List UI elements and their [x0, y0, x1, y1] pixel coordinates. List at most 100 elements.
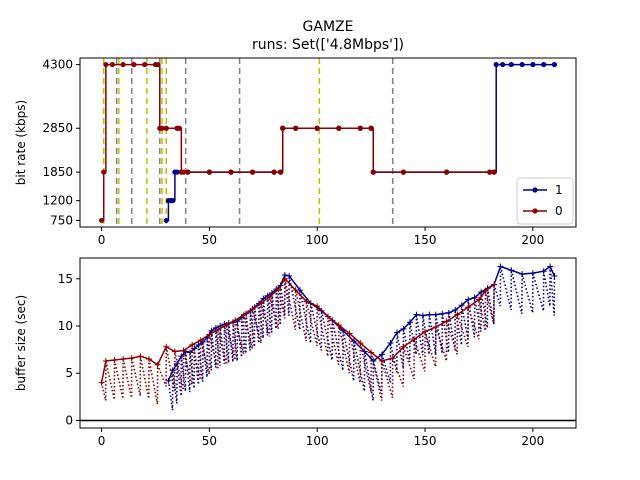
bitrate-series-0-point-16	[185, 169, 191, 175]
buffer-series-1-point-0	[165, 377, 172, 384]
buffer-series-0-point-31	[378, 357, 385, 364]
bitrate-series-0-point-19	[249, 169, 256, 175]
buffer-series-0-point-3	[120, 356, 127, 363]
buffer-series-0-point-0	[98, 379, 105, 386]
buffer-series-0-point-39	[465, 304, 472, 311]
buffer-series-0-point-11	[189, 341, 196, 348]
bitrate-series-0-point-13	[176, 125, 182, 131]
bitrate-series-0-point-5	[131, 61, 137, 68]
bitrate-series-0-point-25	[336, 125, 342, 131]
buffer-series-1-point-38	[387, 340, 394, 346]
buffer-series-0-point-29	[357, 340, 364, 346]
buffer-axes-frame	[79, 257, 577, 429]
buffer-series-1-point-59	[540, 268, 547, 275]
buffer-series-1-sawtooth	[167, 266, 556, 411]
buffer-xtick-label-3: 150	[414, 434, 437, 448]
buffer-series-1-point-48	[452, 306, 459, 313]
buffer-series-0-point-20	[266, 293, 273, 300]
buffer-ytick-label-1: 5	[65, 366, 73, 380]
bitrate-series-0-point-24	[314, 125, 320, 131]
buffer-ylabel: buffer size (sec)	[14, 295, 28, 391]
bitrate-series-0-point-21	[277, 169, 284, 175]
buffer-series-0-point-21	[275, 286, 282, 293]
bitrate-series-0-point-4	[120, 61, 126, 68]
buffer-series-1-point-40	[400, 325, 407, 332]
buffer-ytick-label-3: 15	[58, 272, 73, 286]
bitrate-axes-frame	[79, 57, 577, 228]
buffer-series-1-point-52	[478, 289, 485, 295]
buffer-panel: 0 50 100 150 200 0 5 10 15 buffer size (sec)	[14, 257, 577, 448]
buffer-series-0-point-5	[137, 353, 144, 360]
buffer-series-0-point-1	[102, 357, 109, 364]
bitrate-series-0-point-6	[142, 61, 148, 68]
bitrate-xtick-label-2: 100	[306, 233, 329, 247]
buffer-series-0-point-35	[422, 328, 429, 335]
legend-marker-0	[532, 208, 538, 214]
bitrate-xtick-label-4: 200	[521, 233, 544, 247]
bitrate-ytick-label-4: 4300	[42, 58, 73, 72]
buffer-series-0-point-41	[482, 288, 489, 295]
buffer-series-0-point-16	[232, 317, 239, 324]
bitrate-ytick-label-0: 750	[50, 213, 73, 227]
legend-label-1: 1	[555, 183, 563, 197]
buffer-series-1-point-61	[551, 272, 558, 279]
buffer-series-0-point-9	[171, 348, 178, 355]
buffer-series-0-point-15	[223, 322, 230, 329]
bitrate-series-1-point-29	[551, 61, 558, 68]
buffer-xtick-label-2: 100	[306, 434, 329, 448]
buffer-series-1-point-46	[439, 310, 446, 317]
bitrate-series-0-point-2	[103, 61, 109, 68]
bitrate-ytick-label-2: 1850	[42, 165, 73, 179]
buffer-series-0-point-30	[368, 349, 375, 356]
buffer-series-1-point-47	[445, 309, 452, 316]
bitrate-series-1-point-25	[508, 61, 514, 68]
bitrate-series-1-point-27	[530, 61, 536, 68]
buffer-series-0-point-17	[240, 311, 247, 318]
buffer-xtick-label-1: 50	[202, 434, 217, 448]
bitrate-series-0-point-31	[487, 169, 493, 175]
bitrate-xtick-label-0: 0	[98, 233, 106, 247]
bitrate-series-0-point-10	[159, 125, 165, 131]
bitrate-series-0-point-20	[271, 169, 277, 175]
buffer-series-0-point-37	[443, 318, 450, 325]
bitrate-series-1-point-24	[500, 61, 506, 68]
buffer-series-1-point-1	[169, 367, 176, 374]
buffer-series-1-point-44	[426, 311, 433, 318]
buffer-series-1-point-45	[432, 311, 439, 318]
legend-label-0: 0	[555, 204, 563, 218]
buffer-series-0-point-26	[325, 313, 331, 320]
buffer-series-1-point-22	[260, 295, 267, 302]
buffer-series-0-point-33	[400, 343, 407, 350]
buffer-series-0-point-23	[292, 287, 299, 294]
buffer-series-1-point-42	[413, 311, 420, 318]
buffer-series-0-point-18	[249, 306, 256, 312]
buffer-series-0-point-34	[411, 336, 418, 343]
buffer-series-1-point-49	[458, 302, 465, 309]
buffer-series-0-point-10	[180, 347, 187, 354]
bitrate-series-0-point-26	[357, 125, 363, 131]
buffer-series-1-point-50	[465, 296, 472, 303]
bitrate-series-1-point-0	[163, 217, 169, 224]
bitrate-series-0-point-0	[98, 217, 105, 224]
buffer-series-0-point-12	[197, 337, 204, 344]
buffer-series-0-point-13	[206, 331, 213, 338]
buffer-series-0-point-24	[303, 298, 310, 305]
bitrate-series-0-point-11	[163, 125, 169, 131]
buffer-series-1-point-57	[519, 271, 526, 278]
bitrate-series-0-point-27	[368, 125, 374, 131]
buffer-series-0-point-40	[475, 296, 482, 303]
buffer-series-0-point-14	[215, 326, 222, 333]
buffer-xtick-label-4: 200	[521, 434, 544, 448]
bitrate-series-0-point-15	[180, 169, 187, 175]
bitrate-series-0-point-22	[280, 125, 286, 131]
buffer-series-1-point-41	[406, 319, 413, 326]
buffer-series-1-point-37	[378, 351, 385, 358]
buffer-ytick-label-2: 10	[58, 319, 73, 333]
bitrate-series-0-point-3	[109, 61, 115, 68]
bitrate-series-0-point-32	[491, 169, 497, 175]
bitrate-series-0-point-1	[101, 169, 107, 175]
chart-subtitle: runs: Set(['4.8Mbps'])	[252, 37, 404, 53]
bitrate-ytick-label-1: 1200	[42, 194, 73, 208]
